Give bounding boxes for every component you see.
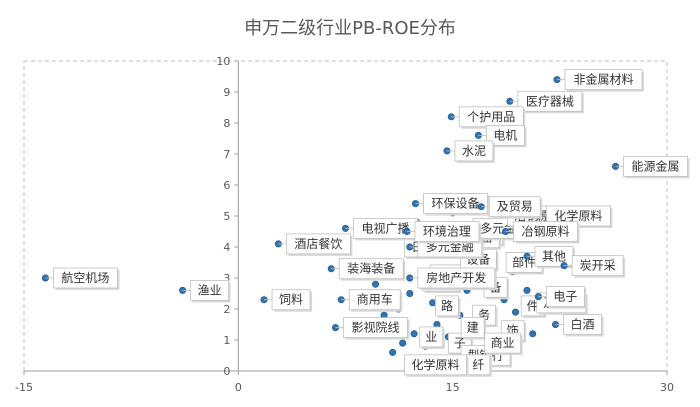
data-label: 商用车 [357,292,393,307]
data-label: 纤 [472,358,484,372]
label-box [338,258,404,280]
x-tick-label: 15 [446,381,460,394]
label-box [271,289,311,311]
data-point [410,330,418,338]
data-label: 装海装备 [347,261,395,276]
label-box [343,317,408,339]
label-box [546,286,585,308]
data-label: 部件 [512,255,536,270]
label-box [414,221,480,242]
data-label: 件 [527,299,539,313]
data-label: 电视广播 [361,220,409,235]
y-tick-label: 6 [223,179,230,192]
data-label: 饲料 [279,293,303,307]
data-label: 个护用品 [467,110,515,124]
data-label: 航空机场 [61,270,109,285]
data-label: 及贸易 [497,200,533,214]
y-tick-label: 0 [223,365,230,378]
label-box [285,233,351,255]
data-label: 其他 [542,249,566,263]
label-box [485,125,525,146]
data-label: 路 [441,298,453,313]
x-tick-label: 0 [235,381,242,394]
data-label: 医疗器械 [526,93,574,108]
label-box [417,267,496,289]
data-label: 房地产开发 [426,270,486,285]
data-label: 电机 [493,128,517,142]
label-box [423,193,488,215]
label-box [564,69,643,90]
y-tick-label: 3 [223,272,230,285]
data-label: 非金属材料 [573,72,633,87]
y-tick-label: 1 [223,334,230,347]
data-label: 渔业 [198,283,222,297]
data-label: 冶钢原料 [522,225,570,239]
label-box [53,267,118,289]
label-box [513,221,578,242]
label-box [190,279,230,301]
data-label: 白酒 [571,317,595,332]
data-label: 业 [425,330,437,344]
label-box [517,90,583,112]
x-tick-label: 30 [660,381,674,394]
label-box [623,155,688,177]
data-label: 电子 [553,290,577,304]
data-point [389,348,397,356]
label-box [454,140,494,162]
data-point [372,280,380,288]
label-box [404,354,467,376]
data-point [429,299,437,307]
label-box [348,289,401,311]
y-tick-label: 4 [223,241,230,254]
label-box [419,326,444,348]
data-label: 酒店餐饮 [294,236,342,251]
y-tick-label: 2 [223,303,230,316]
data-label: 炭开采 [580,259,616,273]
y-tick-label: 7 [223,148,230,161]
y-tick-label: 9 [223,86,230,99]
label-box [484,332,522,354]
x-tick-label: -15 [15,381,33,394]
data-label: 化学原料 [554,208,602,223]
data-label: 环境治理 [423,224,471,239]
label-box [571,255,624,277]
data-label: 商业 [491,335,515,350]
data-label: 水泥 [462,144,486,158]
data-point [406,289,414,297]
data-label: 建 [467,321,479,335]
chart-title: 申万二级行业PB-ROE分布 [244,18,456,39]
data-point [523,286,531,294]
label-box [460,317,485,339]
data-label: 能源金属 [632,158,680,173]
data-point [399,339,407,347]
y-tick-label: 5 [223,210,230,223]
y-tick-label: 10 [216,55,230,68]
data-label: 化学原料 [412,357,460,372]
data-label: 影视院线 [351,320,399,335]
data-label: 环保设备 [432,197,480,211]
y-tick-label: 8 [223,117,230,130]
data-point [529,330,537,338]
label-box [435,295,459,317]
data-point [512,308,520,316]
label-box [563,314,602,335]
label-box [488,196,541,218]
